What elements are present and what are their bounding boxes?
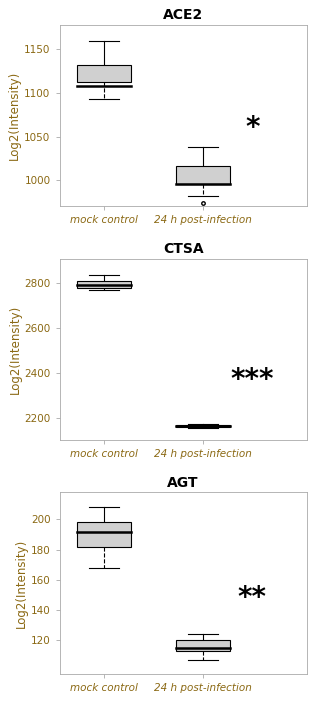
Bar	[176, 425, 230, 426]
Bar	[176, 166, 230, 184]
Y-axis label: Log2(Intensity): Log2(Intensity)	[15, 538, 28, 627]
Title: AGT: AGT	[167, 476, 199, 490]
Text: ***: ***	[231, 365, 274, 393]
Bar	[77, 522, 131, 547]
Bar	[77, 65, 131, 83]
Bar	[77, 280, 131, 288]
Title: CTSA: CTSA	[163, 242, 203, 256]
Text: **: **	[238, 584, 267, 612]
Title: ACE2: ACE2	[163, 8, 203, 22]
Y-axis label: Log2(Intensity): Log2(Intensity)	[8, 71, 21, 161]
Bar	[176, 641, 230, 651]
Text: *: *	[245, 114, 260, 142]
Y-axis label: Log2(Intensity): Log2(Intensity)	[9, 305, 21, 394]
